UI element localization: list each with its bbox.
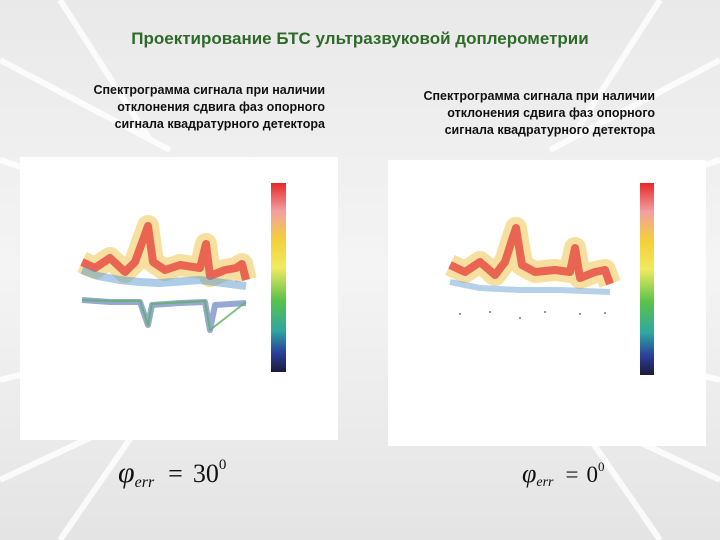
- formula-superscript: 0: [598, 459, 605, 474]
- formula-superscript: 0: [219, 457, 227, 473]
- formula-value: 0: [587, 462, 599, 487]
- formula: φerr = 300: [118, 456, 226, 491]
- caption-right: Спектрограмма сигнала при наличии отклон…: [423, 89, 656, 137]
- formula-operator: =: [566, 462, 579, 487]
- spectrogram-right: [388, 160, 706, 446]
- formula-subscript: err: [536, 475, 554, 490]
- formula-subscript: err: [135, 474, 155, 491]
- caption-line: отклонения сдвига фаз опорного: [447, 106, 655, 120]
- formula-value: 30: [193, 459, 219, 488]
- caption-line: сигнала квадратурного детектора: [115, 117, 326, 131]
- caption-line: Спектрограмма сигнала при наличии: [423, 89, 655, 103]
- formula-operator: =: [168, 459, 183, 488]
- caption-line: Спектрограмма сигнала при наличии: [93, 83, 325, 97]
- spectrogram-left: [20, 157, 338, 440]
- title: Проектирование БТС ультразвуковой доплер…: [131, 29, 588, 48]
- caption-left: Спектрограмма сигнала при наличии отклон…: [93, 83, 326, 131]
- formula: φerr = 00: [522, 459, 605, 490]
- formula-symbol: φ: [522, 459, 536, 488]
- caption-line: сигнала квадратурного детектора: [445, 123, 656, 137]
- caption-line: отклонения сдвига фаз опорного: [117, 100, 325, 114]
- formula-symbol: φ: [118, 456, 135, 489]
